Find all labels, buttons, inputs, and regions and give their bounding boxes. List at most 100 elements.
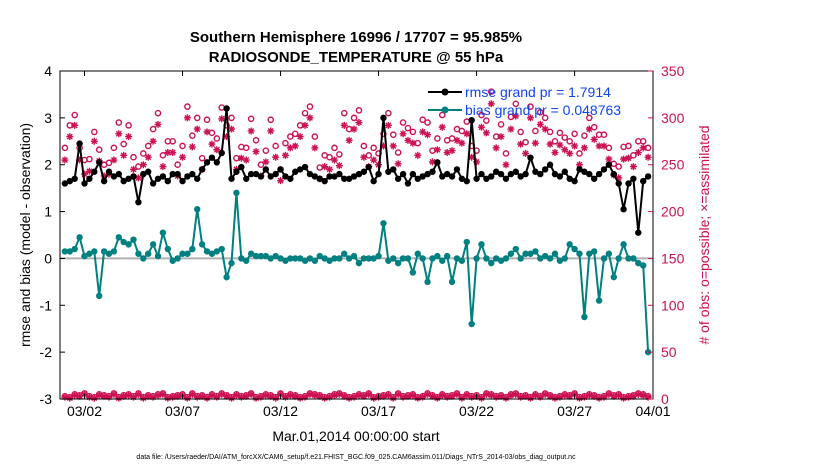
obs-bottom-assimilated-point (198, 392, 206, 400)
obs-bottom-assimilated-point (232, 391, 240, 399)
obs-possible-point (551, 137, 559, 145)
bias-point (149, 241, 157, 248)
rmse-point (223, 105, 230, 112)
obs-assimilated-point (76, 156, 84, 164)
bias-point (463, 238, 470, 246)
rmse-series-layer (61, 105, 652, 236)
bias-point (610, 273, 617, 281)
rmse-point (194, 175, 201, 182)
y-left-tick-label: 2 (44, 157, 52, 173)
obs-assimilated-point (85, 167, 93, 175)
rmse-point (380, 114, 387, 122)
obs-assimilated-point (384, 121, 392, 129)
obs-bottom-assimilated-point (615, 391, 623, 399)
obs-possible-point (438, 111, 446, 119)
y-right-axis-ticks: 0 50 100 150 200 250 300 350 (648, 63, 685, 407)
bias-point (522, 250, 529, 257)
obs-bottom-assimilated-point (487, 391, 495, 399)
rmse-point (96, 159, 103, 166)
obs-assimilated-point (531, 139, 539, 147)
y-right-tick-label: 50 (661, 344, 677, 360)
y-right-axis-label: # of obs: o=possible; ×=assimilated (696, 125, 712, 344)
data-file-footer: data file: /Users/raeder/DAI/ATM_forcXX/… (136, 454, 576, 461)
obs-bottom-assimilated-point (144, 392, 152, 400)
obs-bottom-assimilated-point (561, 391, 569, 399)
rmse-point (463, 177, 470, 185)
obs-possible-point (208, 129, 216, 137)
y-left-tick-label: 4 (44, 63, 52, 79)
obs-assimilated-point (179, 153, 187, 161)
obs-assimilated-point (345, 136, 353, 144)
rmse-point (443, 170, 451, 178)
obs-bottom-assimilated-point (585, 391, 593, 399)
obs-bottom-assimilated-point (600, 393, 608, 401)
rmse-point (595, 170, 603, 178)
obs-possible-point (61, 144, 69, 152)
bias-point (140, 255, 147, 262)
obs-assimilated-point (193, 125, 201, 133)
obs-possible-point (502, 150, 510, 157)
rmse-point (576, 166, 583, 173)
obs-assimilated-point (571, 142, 579, 150)
obs-bottom-assimilated-point (644, 393, 652, 401)
rmse-point (130, 173, 137, 180)
y-right-tick-label: 250 (661, 157, 685, 173)
bias-point (66, 248, 74, 255)
obs-bottom-assimilated-point (517, 393, 525, 401)
obs-assimilated-point (399, 130, 407, 138)
rmse-point (600, 166, 608, 173)
legend: rmse grand pr = 1.7914 bias grand pr = 0… (428, 84, 621, 118)
obs-bottom-assimilated-point (61, 393, 69, 401)
obs-bottom-assimilated-point (507, 391, 515, 399)
y-left-tick-label: -1 (40, 297, 53, 313)
obs-assimilated-point (203, 128, 211, 136)
bias-point (306, 255, 314, 262)
obs-bottom-assimilated-point (580, 393, 588, 401)
obs-assimilated-point (585, 125, 593, 133)
y-left-tick-label: -2 (40, 344, 53, 360)
obs-bottom-assimilated-point (536, 393, 544, 401)
bias-point (360, 255, 368, 262)
obs-assimilated-point (580, 144, 588, 152)
obs-possible-point (600, 131, 608, 139)
obs-assimilated-point (262, 158, 270, 166)
obs-assimilated-point (71, 121, 79, 129)
rmse-point (586, 170, 593, 178)
obs-assimilated-point (556, 141, 564, 149)
bias-point (213, 248, 221, 255)
obs-bottom-assimilated-point (477, 394, 485, 402)
obs-assimilated-point (492, 144, 500, 152)
obs-possible-point (287, 133, 294, 140)
bias-point (590, 248, 598, 255)
bias-point (443, 252, 451, 260)
obs-possible-point (541, 114, 549, 122)
obs-possible-point (130, 153, 137, 161)
obs-assimilated-point (526, 114, 534, 122)
plot-frame (59, 70, 654, 400)
obs-possible-point (105, 159, 113, 167)
obs-assimilated-point (561, 146, 569, 154)
obs-assimilated-point (330, 156, 338, 164)
obs-bottom-assimilated-point (541, 390, 549, 398)
bias-point (228, 259, 235, 267)
rmse-point (326, 173, 333, 180)
rmse-point (625, 180, 632, 187)
obs-assimilated-point (639, 144, 647, 152)
bias-point (184, 250, 191, 257)
obs-assimilated-point (213, 146, 221, 154)
obs-possible-point (336, 151, 343, 158)
rmse-point (125, 175, 132, 182)
bias-point (429, 255, 436, 262)
obs-bottom-assimilated-point (399, 393, 407, 401)
obs-possible-point (370, 144, 377, 152)
rmse-point (590, 175, 598, 182)
rmse-point (488, 173, 495, 180)
rmse-point (321, 177, 328, 185)
rmse-point (399, 170, 407, 178)
bias-point (576, 250, 583, 257)
rmse-point (76, 140, 83, 147)
obs-possible-point (414, 139, 422, 147)
bias-point (189, 245, 196, 253)
bias-point (267, 255, 274, 262)
obs-assimilated-point (600, 142, 608, 150)
